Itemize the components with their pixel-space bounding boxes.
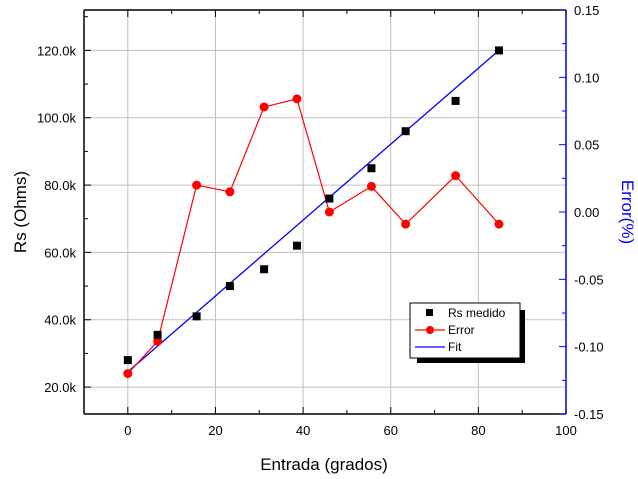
y-left-tick-label: 100.0k (37, 111, 77, 126)
error-point (225, 187, 235, 197)
y-right-tick-label: 0.00 (574, 205, 599, 220)
x-axis-label: Entrada (grados) (260, 455, 388, 474)
axes (83, 9, 567, 415)
error-point (259, 102, 269, 112)
measured-point (225, 282, 234, 291)
measured-point (367, 164, 376, 173)
error-point (451, 171, 461, 181)
x-tick-label: 80 (471, 423, 485, 438)
legend-marker-error (426, 326, 434, 334)
measured-point (292, 241, 301, 250)
error-point (123, 369, 133, 379)
legend-label-measured: Rs medido (448, 306, 506, 320)
measured-point (494, 46, 503, 55)
y-right-tick-label: -0.10 (574, 340, 604, 355)
error-point (494, 219, 504, 229)
y-axis-left-label: Rs (Ohms) (11, 171, 30, 253)
legend: Rs medido Error Fit (409, 302, 525, 363)
y-right-tick-label: -0.05 (574, 272, 604, 287)
x-tick-label: 0 (124, 423, 131, 438)
measured-point (325, 194, 334, 203)
measured-point (401, 127, 410, 136)
measured-point (451, 96, 460, 105)
measured-point (153, 330, 162, 339)
legend-label-error: Error (448, 323, 475, 337)
y-right-tick-label: 0.10 (574, 70, 599, 85)
y-left-tick-label: 80.0k (44, 178, 76, 193)
plot-series (123, 46, 504, 379)
y-left-tick-label: 120.0k (37, 43, 77, 58)
y-right-tick-label: 0.15 (574, 3, 599, 18)
y-left-tick-label: 40.0k (44, 313, 76, 328)
x-tick-label: 100 (555, 423, 577, 438)
error-point (366, 181, 376, 191)
measured-point (123, 356, 132, 365)
x-tick-label: 60 (383, 423, 397, 438)
y-right-tick-label: 0.05 (574, 138, 599, 153)
measured-point (260, 265, 269, 274)
tick-labels: 0 20 40 60 80 100 20.0k 40.0k 60.0k 80.0k 100.0k 12… (37, 3, 604, 438)
error-point (324, 207, 334, 217)
legend-label-fit: Fit (448, 340, 462, 354)
error-point (292, 94, 302, 104)
legend-marker-measured (426, 309, 433, 316)
error-point (192, 180, 202, 190)
x-tick-label: 40 (296, 423, 310, 438)
y-right-tick-label: -0.15 (574, 407, 604, 422)
y-axis-right-label: Error(%) (618, 180, 637, 244)
y-left-tick-label: 60.0k (44, 245, 76, 260)
measured-point (192, 312, 201, 321)
fit-line (127, 49, 500, 373)
grid (84, 10, 566, 414)
y-left-tick-label: 20.0k (44, 380, 76, 395)
error-point (153, 336, 163, 346)
error-point (401, 219, 411, 229)
x-tick-label: 20 (208, 423, 222, 438)
